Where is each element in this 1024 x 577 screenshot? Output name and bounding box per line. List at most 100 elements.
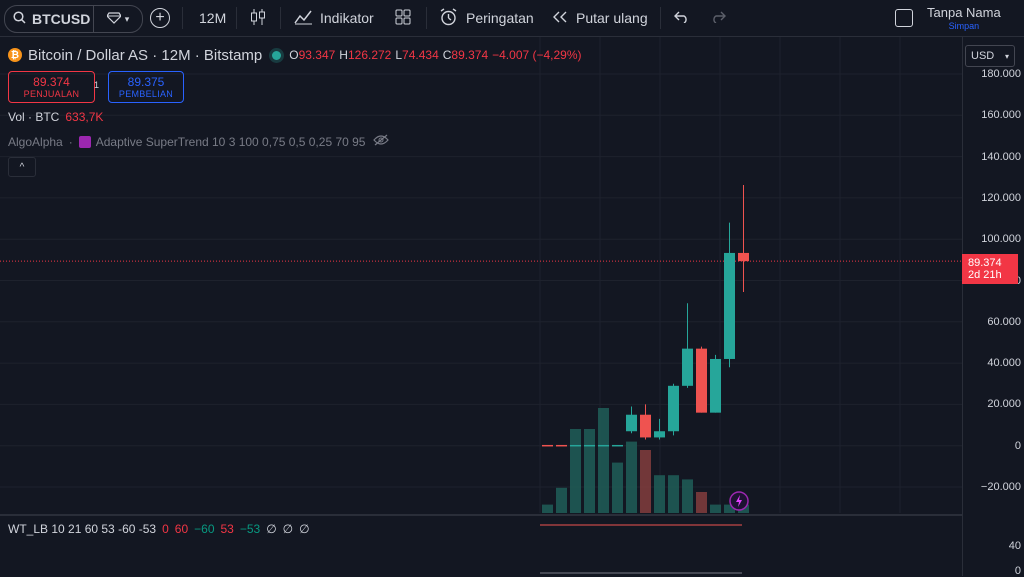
alarm-clock-icon — [439, 7, 458, 29]
lower-axis-tick: 0 — [1014, 565, 1021, 577]
dot-separator: · — [68, 134, 73, 149]
indicator-legend[interactable]: AlgoAlpha · Adaptive SuperTrend 10 3 100… — [8, 134, 390, 149]
replay-button[interactable]: Putar ulang — [552, 0, 648, 36]
open-value: 93.347 — [298, 48, 336, 62]
sell-label: PENJUALAN — [23, 89, 80, 99]
price-axis-tick: 40.000 — [987, 357, 1021, 370]
bar-countdown: 2d 21h — [968, 269, 1002, 281]
interval-button[interactable]: 12M — [199, 0, 226, 36]
lightning-icon — [729, 491, 749, 511]
compare-add-button[interactable]: + — [150, 8, 170, 28]
volume-bar — [710, 504, 721, 513]
candles-icon — [250, 8, 266, 29]
eye-hidden-icon[interactable] — [373, 134, 390, 149]
wt-value: ∅ — [266, 522, 277, 536]
high-label: H — [339, 48, 348, 62]
wt-pane[interactable] — [0, 516, 962, 576]
candle — [640, 414, 651, 438]
price-axis-tick: 20.000 — [987, 398, 1021, 411]
wt-value: ∅ — [299, 522, 310, 536]
candle — [710, 358, 721, 413]
volume-bar — [556, 487, 567, 513]
diamond-icon — [105, 11, 122, 27]
pane-separator[interactable] — [0, 514, 962, 516]
symbol-type-dropdown[interactable]: ▾ — [93, 5, 143, 33]
chevron-up-icon: ^ — [19, 161, 25, 173]
divider — [660, 7, 661, 29]
divider — [426, 7, 427, 29]
currency-label: USD — [971, 50, 995, 62]
grid-icon — [395, 9, 411, 28]
close-label: C — [442, 48, 452, 62]
wt-value: 0 — [162, 522, 169, 536]
collapse-legend-button[interactable]: ^ — [8, 157, 36, 177]
volume-legend[interactable]: Vol · BTC 633,7K — [8, 110, 103, 124]
volume-bar — [570, 429, 581, 513]
price-axis-tick: 100.000 — [981, 233, 1021, 246]
volume-bar — [696, 492, 707, 513]
candlestick-chart[interactable] — [0, 37, 962, 513]
price-axis[interactable]: 180.000160.000140.000120.000100.00080.00… — [962, 37, 1024, 577]
alerts-label: Peringatan — [466, 10, 534, 26]
lower-axis-tick: 40 — [1008, 540, 1021, 552]
layout-checkbox-icon[interactable] — [895, 9, 913, 27]
candle — [654, 431, 665, 438]
volume-bar — [668, 475, 679, 513]
wt-indicator-legend[interactable]: WT_LB 10 21 60 53 -60 -53 0 60 −60 53 −5… — [8, 522, 310, 536]
undo-button[interactable] — [674, 0, 690, 36]
wt-value: −53 — [239, 522, 261, 536]
wt-label: WT_LB 10 21 60 53 -60 -53 — [8, 522, 157, 536]
indicator-params: Adaptive SuperTrend 10 3 100 0,75 0,5 0,… — [95, 134, 366, 149]
price-axis-tick: −20.000 — [980, 481, 1021, 493]
wt-value: 53 — [220, 522, 234, 536]
wt-value: 60 — [174, 522, 189, 536]
low-label: L — [395, 48, 403, 62]
candle — [738, 252, 749, 262]
current-price-tag: 89.374 2d 21h — [962, 254, 1018, 284]
indicators-icon — [294, 8, 313, 28]
indicators-button[interactable]: Indikator — [294, 0, 374, 36]
divider — [280, 7, 281, 29]
bitcoin-icon: ₿ — [8, 48, 22, 62]
templates-button[interactable] — [395, 0, 411, 36]
chart-pane[interactable] — [0, 37, 962, 513]
close-value: 89.374 — [451, 48, 489, 62]
change-value: −4.007 (−4,29%) — [492, 48, 582, 62]
low-value: 74.434 — [402, 48, 439, 62]
redo-button[interactable] — [710, 0, 726, 36]
volume-bar — [584, 429, 595, 513]
symbol-search[interactable]: BTCUSD — [4, 5, 94, 33]
volume-label: Vol · BTC — [8, 110, 60, 124]
indicator-author: AlgoAlpha — [8, 134, 63, 149]
interval-label: 12M — [199, 10, 227, 26]
volume-value: 633,7K — [65, 110, 104, 124]
market-status-icon[interactable] — [272, 50, 282, 60]
open-label: O — [289, 48, 299, 62]
undo-icon — [674, 10, 690, 26]
alerts-button[interactable]: Peringatan — [439, 0, 534, 36]
currency-dropdown[interactable]: USD ▾ — [965, 45, 1015, 67]
price-axis-tick: 140.000 — [981, 150, 1021, 163]
symbol-title[interactable]: Bitcoin / Dollar AS · 12M · Bitstamp — [28, 46, 263, 64]
high-value: 126.272 — [347, 48, 392, 62]
candle — [724, 252, 735, 359]
indicator-avatar-icon — [78, 135, 91, 148]
sell-button[interactable]: 89.374 PENJUALAN — [8, 71, 95, 103]
layout-name: Tanpa Nama — [927, 5, 1001, 20]
indicators-label: Indikator — [320, 10, 374, 26]
rewind-icon — [552, 10, 568, 26]
search-icon — [13, 11, 26, 27]
layout-name-button[interactable]: Tanpa Nama Simpan — [927, 5, 1001, 31]
chart-type-button[interactable] — [250, 0, 266, 36]
candle — [682, 348, 693, 386]
price-axis-tick: 160.000 — [981, 109, 1021, 122]
buy-label: PEMBELIAN — [118, 89, 174, 99]
current-price: 89.374 — [968, 257, 1002, 269]
plus-icon: + — [155, 9, 165, 26]
buy-button[interactable]: 89.375 PEMBELIAN — [108, 71, 184, 103]
divider — [236, 7, 237, 29]
volume-bar — [598, 408, 609, 513]
volume-bar — [682, 479, 693, 513]
save-label: Simpan — [948, 21, 980, 31]
price-axis-tick: 0 — [1014, 439, 1021, 452]
